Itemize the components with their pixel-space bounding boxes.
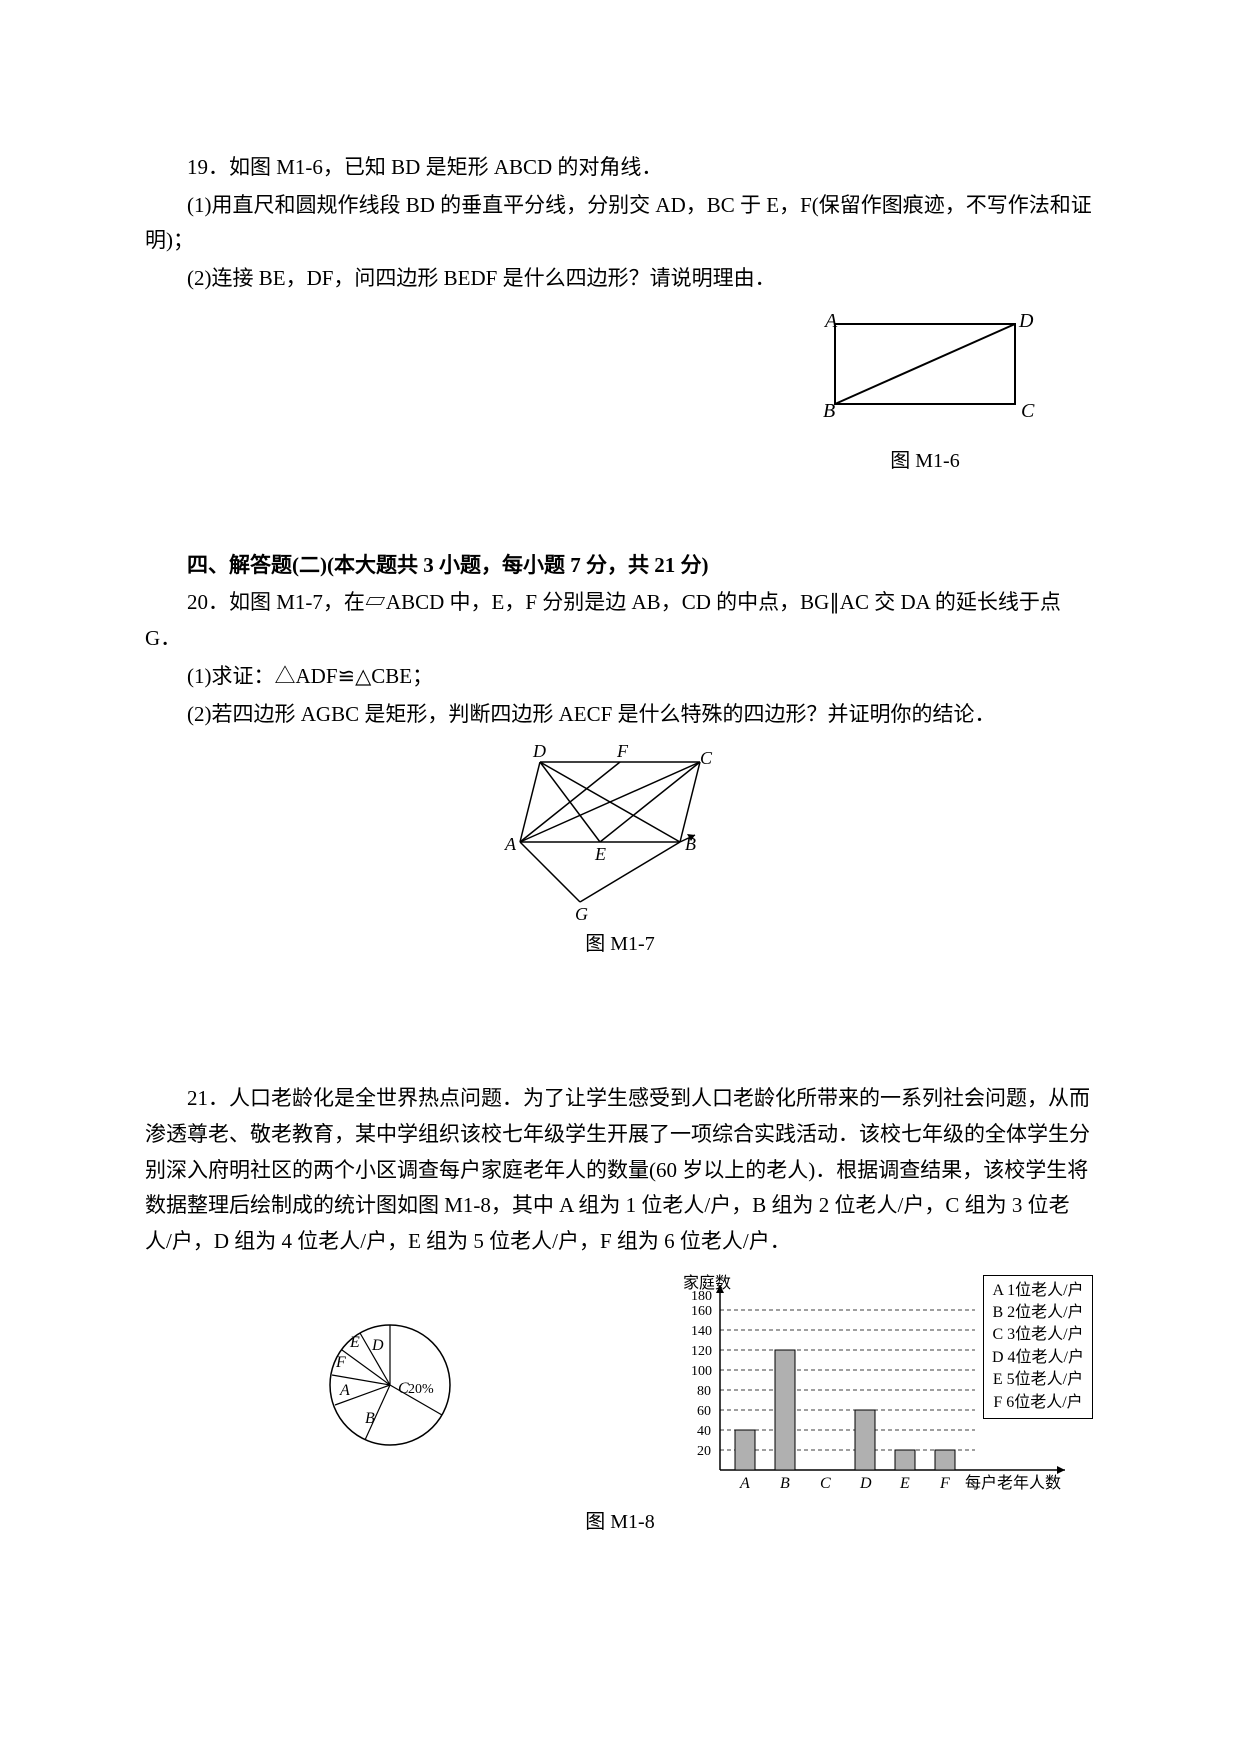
bar-e [895,1450,915,1470]
figure-m1-7: D F C A E B G 图 M1-7 [145,742,1095,961]
y-ticks: 20 40 60 80 100 120 140 1 [691,1289,975,1459]
pie-c-percent: 20% [408,1382,434,1397]
figure-m1-6: A D B C 图 M1-6 [815,309,1035,478]
figure-m1-8-caption: 图 M1-8 [145,1505,1095,1539]
q21-text: 21．人口老龄化是全世界热点问题．为了让学生感受到人口老龄化所带来的一系列社会问… [145,1081,1095,1259]
ytick-80: 80 [697,1384,711,1399]
xcat-d: D [859,1475,872,1492]
legend-item-b: B 2位老人/户 [992,1302,1084,1324]
legend-item-e: E 5位老人/户 [992,1369,1084,1391]
label-c: C [700,748,713,768]
q19-intro: 19．如图 M1-6，已知 BD 是矩形 ABCD 的对角线． [145,150,1095,186]
ytick-140: 140 [691,1324,712,1339]
q20-intro: 20．如图 M1-7，在▱ABCD 中，E，F 分别是边 AB，CD 的中点，B… [145,585,1095,656]
question-21: 21．人口老龄化是全世界热点问题．为了让学生感受到人口老龄化所带来的一系列社会问… [145,1081,1095,1538]
ytick-60: 60 [697,1404,711,1419]
bar-b [775,1350,795,1470]
label-e: E [594,844,606,864]
bar-f [935,1450,955,1470]
bar-a [735,1430,755,1470]
label-c: C [1021,400,1035,422]
figure-m1-8: D E F A B C 20% 家庭数 [145,1270,1095,1539]
xcat-c: C [820,1475,831,1492]
q20-part2: (2)若四边形 AGBC 是矩形，判断四边形 AECF 是什么特殊的四边形？并证… [145,697,1095,733]
pie-label-f: F [335,1354,346,1371]
xcat-e: E [899,1475,910,1492]
q19-part1: (1)用直尺和圆规作线段 BD 的垂直平分线，分别交 AD，BC 于 E，F(保… [145,188,1095,259]
xcat-f: F [939,1475,950,1492]
pie-label-a: A [339,1382,350,1399]
pie-label-e: E [349,1334,360,1351]
pie-label-d: D [371,1337,384,1354]
figure-m1-6-caption: 图 M1-6 [815,444,1035,478]
xcat-b: B [780,1475,790,1492]
bar-chart-wrapper: 家庭数 20 40 60 80 100 120 [665,1270,1095,1500]
ytick-100: 100 [691,1364,712,1379]
legend-item-c: C 3位老人/户 [992,1324,1084,1346]
parallelogram-diagram: D F C A E B G [500,742,740,922]
q19-part2: (2)连接 BE，DF，问四边形 BEDF 是什么四边形？请说明理由． [145,261,1095,297]
figure-m1-7-caption: 图 M1-7 [145,927,1095,961]
pie-label-b: B [365,1410,375,1427]
xcat-a: A [739,1475,750,1492]
question-20: 20．如图 M1-7，在▱ABCD 中，E，F 分别是边 AB，CD 的中点，B… [145,585,1095,961]
x-labels: A B C D E F [739,1475,950,1492]
label-d: D [532,742,546,761]
label-b: B [685,834,696,854]
section-4: 四、解答题(二)(本大题共 3 小题，每小题 7 分，共 21 分) [145,548,1095,584]
ytick-180: 180 [691,1289,712,1304]
q20-part1: (1)求证：△ADF≌△CBE； [145,659,1095,695]
ytick-120: 120 [691,1344,712,1359]
ytick-160: 160 [691,1304,712,1319]
legend-item-a: A 1位老人/户 [992,1280,1084,1302]
label-a: A [504,834,517,854]
label-a: A [823,310,838,332]
bar-x-label: 每户老年人数 [965,1474,1061,1492]
legend-item-d: D 4位老人/户 [992,1347,1084,1369]
label-f: F [616,742,629,761]
legend: A 1位老人/户 B 2位老人/户 C 3位老人/户 D 4位老人/户 E 5位… [983,1275,1093,1419]
label-b: B [823,400,835,422]
label-d: D [1018,310,1034,332]
legend-item-f: F 6位老人/户 [992,1392,1084,1414]
question-19: 19．如图 M1-6，已知 BD 是矩形 ABCD 的对角线． (1)用直尺和圆… [145,150,1095,478]
ytick-20: 20 [697,1444,711,1459]
ytick-40: 40 [697,1424,711,1439]
label-g: G [575,904,588,922]
pie-chart: D E F A B C 20% [310,1305,470,1465]
rectangle-diagram: A D B C [815,309,1035,439]
bar-d [855,1410,875,1470]
section-4-header: 四、解答题(二)(本大题共 3 小题，每小题 7 分，共 21 分) [145,548,1095,584]
